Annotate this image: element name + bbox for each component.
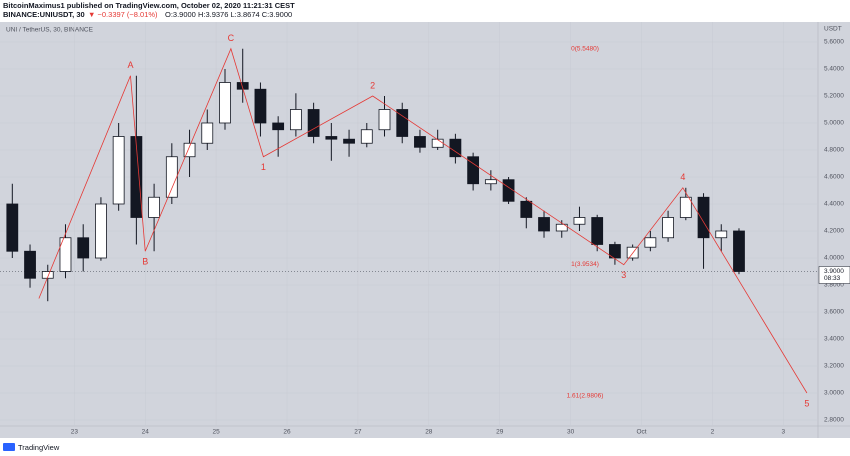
x-tick-label: 24 [142,429,150,436]
candle-body [360,129,373,144]
candle-body [183,142,196,158]
wave-label: 3 [621,270,626,280]
change: ▼ −0.3397 (−8.01%) [88,10,158,19]
candle-body [165,156,178,198]
candle-body [644,237,657,248]
candle-body [414,136,426,148]
plot: 2.8000 3.0000 3.2000 3.4000 3.6000 3.8000 4.00… [0,22,850,436]
candle-body [520,200,533,218]
candle-body [77,237,90,259]
fib-label: 0(5.5480) [571,46,599,53]
candle-body [378,109,391,131]
x-tick-label: 3 [781,429,785,436]
candle-body [573,217,586,225]
y-tick-label: 4.0000 [824,255,844,262]
y-tick-label: 5.4000 [824,66,844,73]
y-tick-label: 3.0000 [824,390,844,397]
candle-body [467,156,480,185]
candle-body [609,244,621,259]
candle-body [289,109,302,131]
candle-body [41,271,54,279]
candle-body [662,217,674,239]
chart-title: UNI / TetherUS, 30, BINANCE [6,27,94,34]
x-tick-label: 29 [496,429,504,436]
candle-body [307,109,320,137]
candle-body [343,138,355,144]
wave-label: B [142,257,148,267]
candle-body [6,203,19,252]
y-tick-label: 3.6000 [824,309,844,316]
candle-body [254,88,267,124]
y-tick-label: 3.4000 [824,336,844,343]
fib-label: 1(3.9534) [571,261,599,268]
author-line: BitcoinMaximus1 published on TradingView… [3,1,295,10]
candle-body [59,237,72,272]
fib-label: 1.61(2.9806) [567,392,604,399]
wave-line [38,47,808,394]
brand: TradingView [18,443,60,452]
y-tick-label: 3.8000 [824,282,844,289]
candle-body [502,179,515,202]
x-tick-label: 23 [71,429,79,436]
x-tick-label: 2 [711,429,715,436]
candle-body [219,82,231,124]
candle-body [325,136,338,140]
brand-logo [3,443,15,451]
y-tick-label: 2.8000 [824,417,844,424]
y-tick-label: 4.2000 [824,228,844,235]
candle-body [24,250,36,279]
last-price-box [818,266,850,284]
ohlc: O:3.9000 H:3.9376 L:3.8674 C:3.9000 [165,10,292,19]
candle-body [95,203,107,259]
x-tick-label: 26 [283,429,291,436]
candle-body [112,136,125,205]
candle-body [130,136,143,218]
candle-body [715,230,728,239]
candle-body [272,122,285,131]
plot-bg [0,22,850,438]
wave-label: 5 [804,398,809,408]
candle-body [484,179,497,185]
candle-body [591,217,604,245]
x-tick-label: 28 [425,429,433,436]
y-tick-label: 5.6000 [824,39,844,46]
wave-label: 1 [261,162,266,172]
wave-label: 4 [680,172,685,182]
candle-body [148,196,160,218]
wave-label: 2 [370,80,375,90]
last-price-label: 3.9000 [824,268,844,275]
wave-label: A [127,60,133,70]
x-tick-label: 25 [213,429,221,436]
y-tick-label: 4.6000 [824,174,844,181]
y-tick-label: 4.8000 [824,147,844,154]
y-axis-label: USDT [824,26,842,33]
y-tick-label: 5.2000 [824,93,844,100]
candle-body [431,138,444,148]
y-tick-label: 5.0000 [824,120,844,127]
y-tick-label: 4.4000 [824,201,844,208]
x-tick-label: 27 [354,429,362,436]
symbol: BINANCE:UNIUSDT, 30 [3,10,85,19]
x-tick-label: Oct [636,429,646,436]
candle-body [697,196,710,239]
candle-body [679,196,692,218]
candle-body [733,230,745,272]
wave-label: C [228,33,235,43]
x-tick-label: 30 [567,429,575,436]
candle-body [555,223,568,232]
countdown: 08:33 [824,275,841,282]
candle-body [538,217,550,232]
candle-body [396,109,409,137]
candle-body [201,122,214,144]
y-tick-label: 3.2000 [824,363,844,370]
